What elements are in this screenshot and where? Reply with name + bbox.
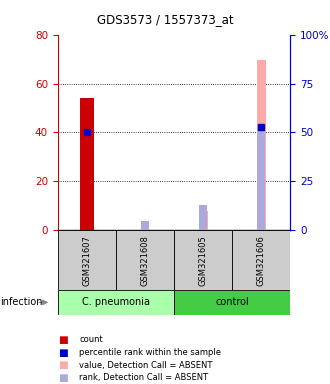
Text: GSM321607: GSM321607 [82,235,91,286]
Text: GSM321608: GSM321608 [141,235,149,286]
Text: value, Detection Call = ABSENT: value, Detection Call = ABSENT [79,361,213,370]
Bar [141,223,149,230]
Text: ■: ■ [58,335,68,345]
Bar [58,290,174,315]
Bar [58,230,116,290]
Text: GDS3573 / 1557373_at: GDS3573 / 1557373_at [97,13,233,26]
Text: rank, Detection Call = ABSENT: rank, Detection Call = ABSENT [79,373,208,382]
Bar [257,127,265,230]
Text: GSM321606: GSM321606 [257,235,266,286]
Text: percentile rank within the sample: percentile rank within the sample [79,348,221,357]
Text: GSM321605: GSM321605 [199,235,208,286]
Text: ■: ■ [58,360,68,370]
Bar [199,205,207,230]
Bar [141,220,149,230]
Text: infection: infection [0,297,43,308]
Bar [199,211,208,230]
Bar [232,230,290,290]
Bar [257,60,266,230]
Text: control: control [215,297,249,308]
Text: ■: ■ [58,373,68,383]
Text: count: count [79,335,103,344]
Bar [174,230,232,290]
Bar [116,230,174,290]
Text: ■: ■ [58,348,68,358]
Text: C. pneumonia: C. pneumonia [82,297,150,308]
Bar [174,290,290,315]
Bar [80,98,94,230]
